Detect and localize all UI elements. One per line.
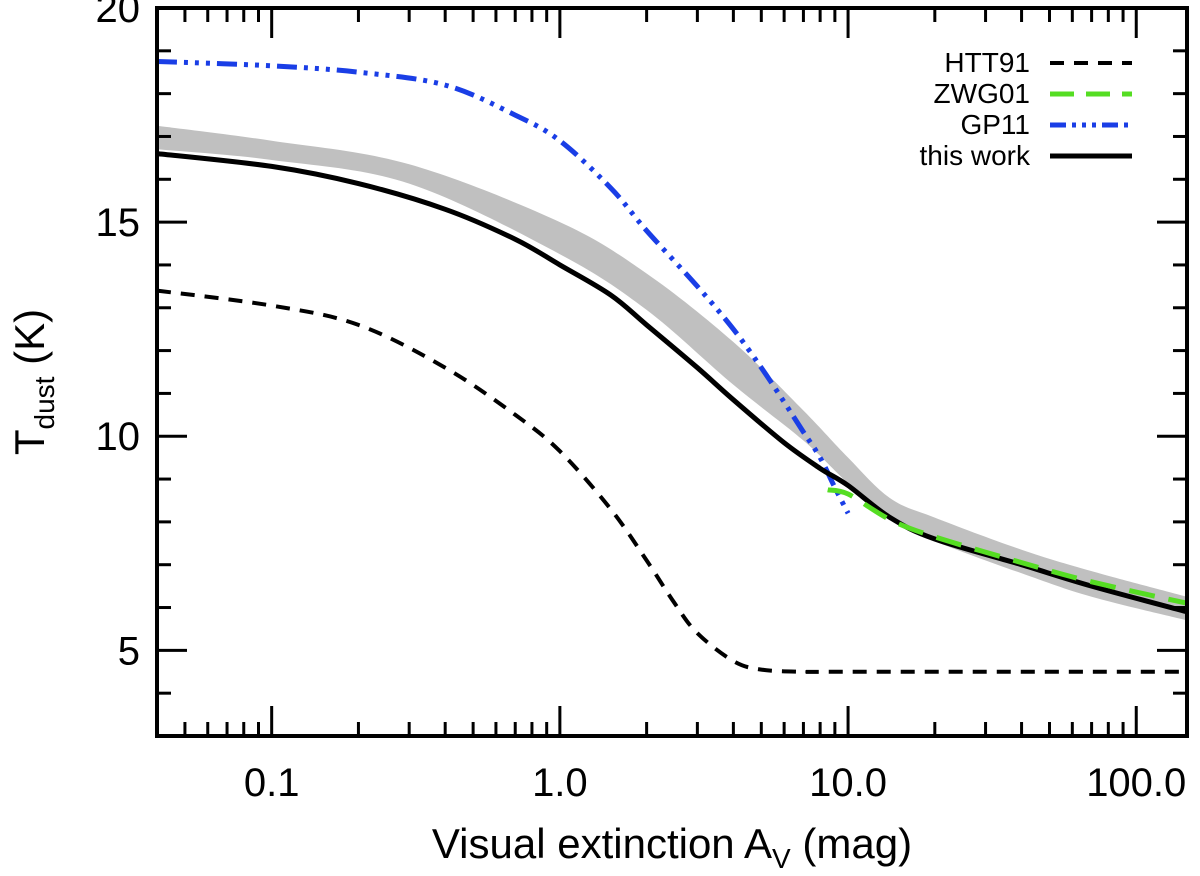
legend-label-htt91: HTT91 (944, 47, 1030, 78)
x-axis-title: Visual extinction AV (mag) (432, 820, 912, 874)
plot-frame (155, 6, 1189, 738)
series-line-zwg01 (827, 487, 1188, 606)
x-tick-label: 1.0 (532, 761, 588, 805)
series-line-this-work (156, 151, 1188, 615)
x-axis-title-main: Visual extinction A (432, 820, 772, 867)
y-axis-title: Tdust (K) (6, 309, 60, 455)
uncertainty-band (157, 125, 1187, 621)
legend-label-zwg01: ZWG01 (934, 78, 1030, 109)
tick-layer (155, 6, 1187, 738)
x-axis-title-suffix: (mag) (791, 820, 912, 867)
uncertainty-band-layer (157, 125, 1187, 621)
y-tick-label: 20 (96, 0, 141, 31)
legend-label-this-work: this work (920, 140, 1031, 171)
x-tick-label: 0.1 (244, 761, 300, 805)
series-line-gp11 (156, 59, 851, 515)
series-layer (156, 59, 1188, 674)
y-tick-label: 15 (96, 201, 141, 245)
y-tick-label: 5 (118, 629, 140, 673)
x-axis-title-subscript: V (772, 843, 791, 874)
tick-label-layer: 0.1 1.0 10.0 100.0 5 10 15 20 (96, 0, 1187, 805)
x-tick-label: 10.0 (809, 761, 887, 805)
series-line-htt91 (156, 288, 1187, 674)
y-tick-label: 10 (96, 415, 141, 459)
x-tick-label: 100.0 (1086, 761, 1186, 805)
legend-label-gp11: GP11 (960, 109, 1030, 140)
y-axis-title-subscript: dust (29, 376, 60, 429)
y-axis-title-suffix: (K) (6, 309, 53, 377)
y-axis-title-main: T (6, 429, 53, 455)
